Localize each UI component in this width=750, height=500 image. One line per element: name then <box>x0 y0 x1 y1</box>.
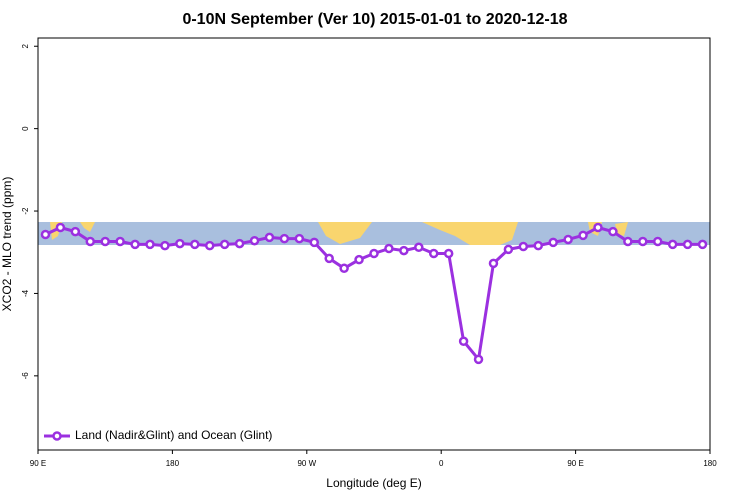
point <box>219 239 230 250</box>
x-tick-label: 90 E <box>567 459 583 468</box>
point <box>563 234 573 245</box>
point <box>518 241 529 252</box>
series-line <box>44 225 703 363</box>
point <box>399 245 409 256</box>
plot-frame <box>37 37 711 451</box>
x-tick-label: 0 <box>439 459 444 468</box>
point <box>309 237 320 248</box>
point <box>608 226 618 237</box>
x-tick-label: 90 W <box>297 459 316 468</box>
x-tick-label: 180 <box>166 459 180 468</box>
map-band <box>38 222 710 245</box>
point <box>339 263 349 274</box>
chart-title: 0-10N September (Ver 10) 2015-01-01 to 2… <box>182 11 567 28</box>
point <box>294 233 305 244</box>
point <box>667 239 678 250</box>
y-tick-label: -2 <box>21 207 30 215</box>
x-axis-label: Longitude (deg E) <box>326 476 421 490</box>
point <box>70 226 81 237</box>
point <box>145 239 155 250</box>
point <box>414 242 424 253</box>
point <box>384 243 394 254</box>
point <box>279 233 290 244</box>
y-tick-label: -4 <box>21 289 30 297</box>
point <box>682 239 693 250</box>
point <box>130 239 140 250</box>
point <box>652 236 663 247</box>
point <box>533 240 544 251</box>
point <box>369 248 379 259</box>
point <box>503 244 514 255</box>
point <box>578 230 588 241</box>
point <box>593 222 603 233</box>
legend-label: Land (Nadir&Glint) and Ocean (Glint) <box>75 428 272 442</box>
point <box>115 236 125 247</box>
x-tick-label: 180 <box>703 459 717 468</box>
point <box>443 248 454 259</box>
point <box>204 240 215 251</box>
point <box>100 236 110 247</box>
point <box>428 248 439 259</box>
point <box>85 236 96 247</box>
point <box>40 229 51 240</box>
point <box>548 237 558 248</box>
point <box>354 254 364 265</box>
y-axis-label: XCO2 - MLO trend (ppm) <box>0 177 14 312</box>
point <box>249 235 260 246</box>
y-tick-label: -6 <box>21 372 30 380</box>
point <box>473 354 484 365</box>
point <box>55 222 66 233</box>
point <box>190 239 200 250</box>
x-tick-label: 90 E <box>30 459 46 468</box>
point <box>623 236 633 247</box>
point <box>160 240 170 251</box>
y-tick-label: 2 <box>21 43 30 48</box>
point <box>234 238 245 249</box>
point <box>264 232 275 243</box>
point <box>324 253 334 264</box>
y-tick-label: 0 <box>21 126 30 131</box>
point <box>697 239 708 250</box>
point <box>175 238 185 249</box>
point <box>458 336 469 346</box>
point <box>638 236 648 247</box>
legend-marker <box>52 431 62 441</box>
point <box>488 258 499 269</box>
